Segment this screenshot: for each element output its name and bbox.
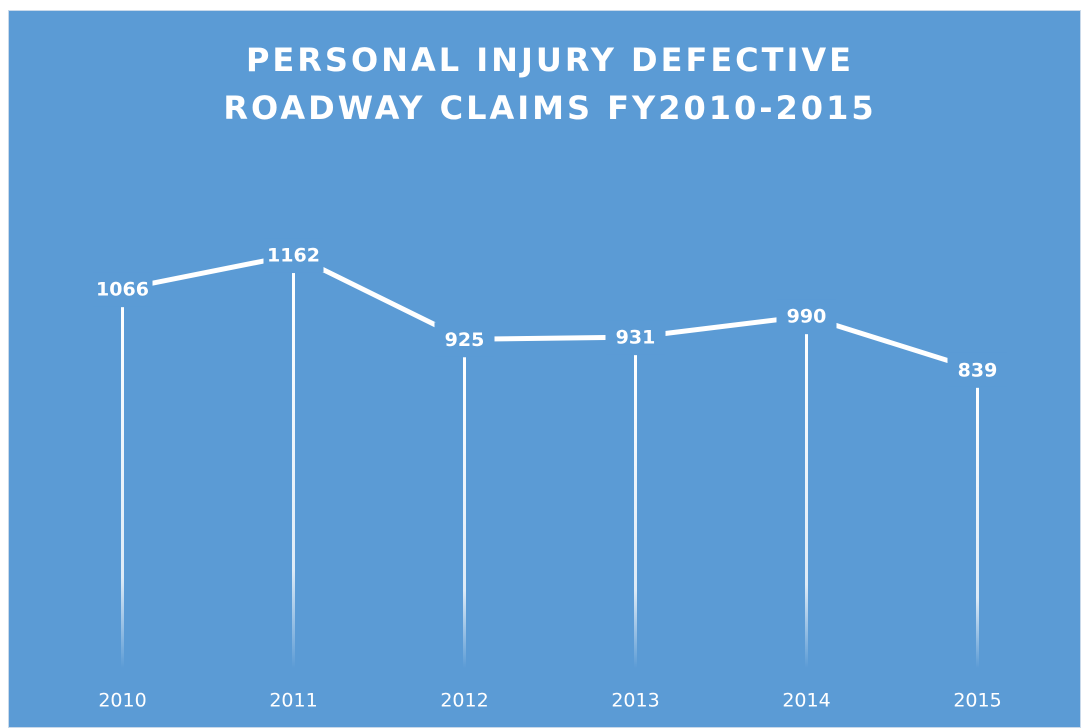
label-background (776, 299, 837, 334)
data-label: 990 (787, 306, 827, 328)
label-background (605, 320, 666, 355)
line-series (122, 252, 979, 373)
chart-background (8, 10, 1081, 728)
drop-line (805, 334, 808, 668)
label-background (434, 322, 495, 357)
data-label: 1162 (267, 245, 320, 267)
data-label: 1066 (96, 279, 149, 301)
label-background (947, 352, 1008, 387)
x-tick-label: 2011 (269, 690, 317, 712)
x-tick-label: 2012 (440, 690, 488, 712)
drop-line (976, 387, 979, 668)
drop-line (121, 307, 124, 668)
drop-line (463, 357, 466, 668)
data-label: 839 (958, 359, 998, 381)
drop-line (634, 355, 637, 668)
x-tick-label: 2010 (98, 690, 146, 712)
x-tick-label: 2015 (953, 690, 1001, 712)
data-label: 925 (445, 329, 485, 351)
x-tick-label: 2013 (611, 690, 659, 712)
label-background (263, 238, 324, 273)
x-tick-label: 2014 (782, 690, 830, 712)
drop-line (292, 273, 295, 668)
label-background (92, 272, 153, 307)
chart-title: PERSONAL INJURY DEFECTIVE ROADWAY CLAIMS… (223, 41, 877, 127)
data-label: 931 (616, 327, 656, 349)
